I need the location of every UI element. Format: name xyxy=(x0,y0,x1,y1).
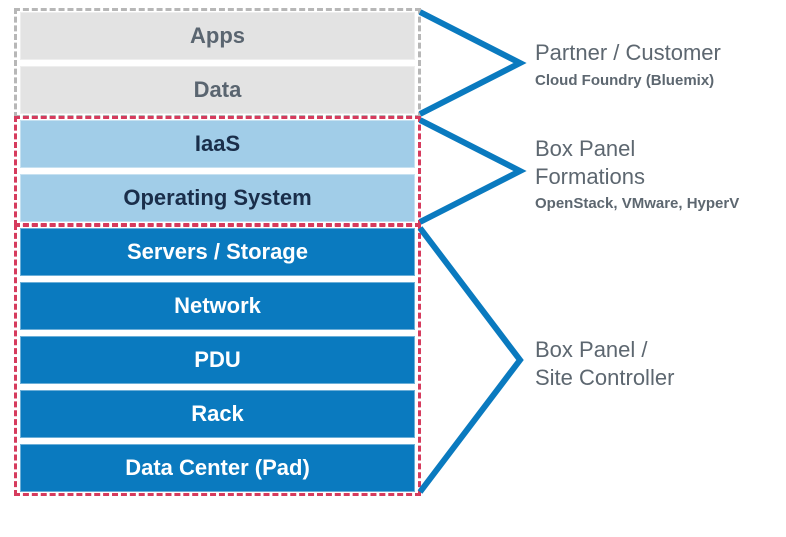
layer-stack: Apps Data IaaS Operating System Servers / St… xyxy=(20,12,415,498)
bracket-0 xyxy=(420,12,520,114)
architecture-diagram: Apps Data IaaS Operating System Servers / St… xyxy=(0,0,786,537)
layer-pdu: PDU xyxy=(20,336,415,384)
annotation-2: Box Panel / Site Controller xyxy=(535,336,775,391)
annotation-subtitle: Cloud Foundry (Bluemix) xyxy=(535,71,775,91)
layer-data-center-pad: Data Center (Pad) xyxy=(20,444,415,492)
annotation-0: Partner / Customer Cloud Foundry (Bluemix… xyxy=(535,39,775,90)
annotation-subtitle: OpenStack, VMware, HyperV xyxy=(535,194,775,214)
layer-data: Data xyxy=(20,66,415,114)
bracket-1 xyxy=(420,120,520,222)
annotation-title: Partner / Customer xyxy=(535,39,775,67)
annotation-title: Box Panel Formations xyxy=(535,135,775,190)
annotation-1: Box Panel Formations OpenStack, VMware, H… xyxy=(535,135,775,214)
bracket-2 xyxy=(420,228,520,492)
layer-network: Network xyxy=(20,282,415,330)
layer-apps: Apps xyxy=(20,12,415,60)
layer-operating-system: Operating System xyxy=(20,174,415,222)
annotation-title: Box Panel / Site Controller xyxy=(535,336,775,391)
layer-servers-storage: Servers / Storage xyxy=(20,228,415,276)
layer-iaas: IaaS xyxy=(20,120,415,168)
layer-rack: Rack xyxy=(20,390,415,438)
